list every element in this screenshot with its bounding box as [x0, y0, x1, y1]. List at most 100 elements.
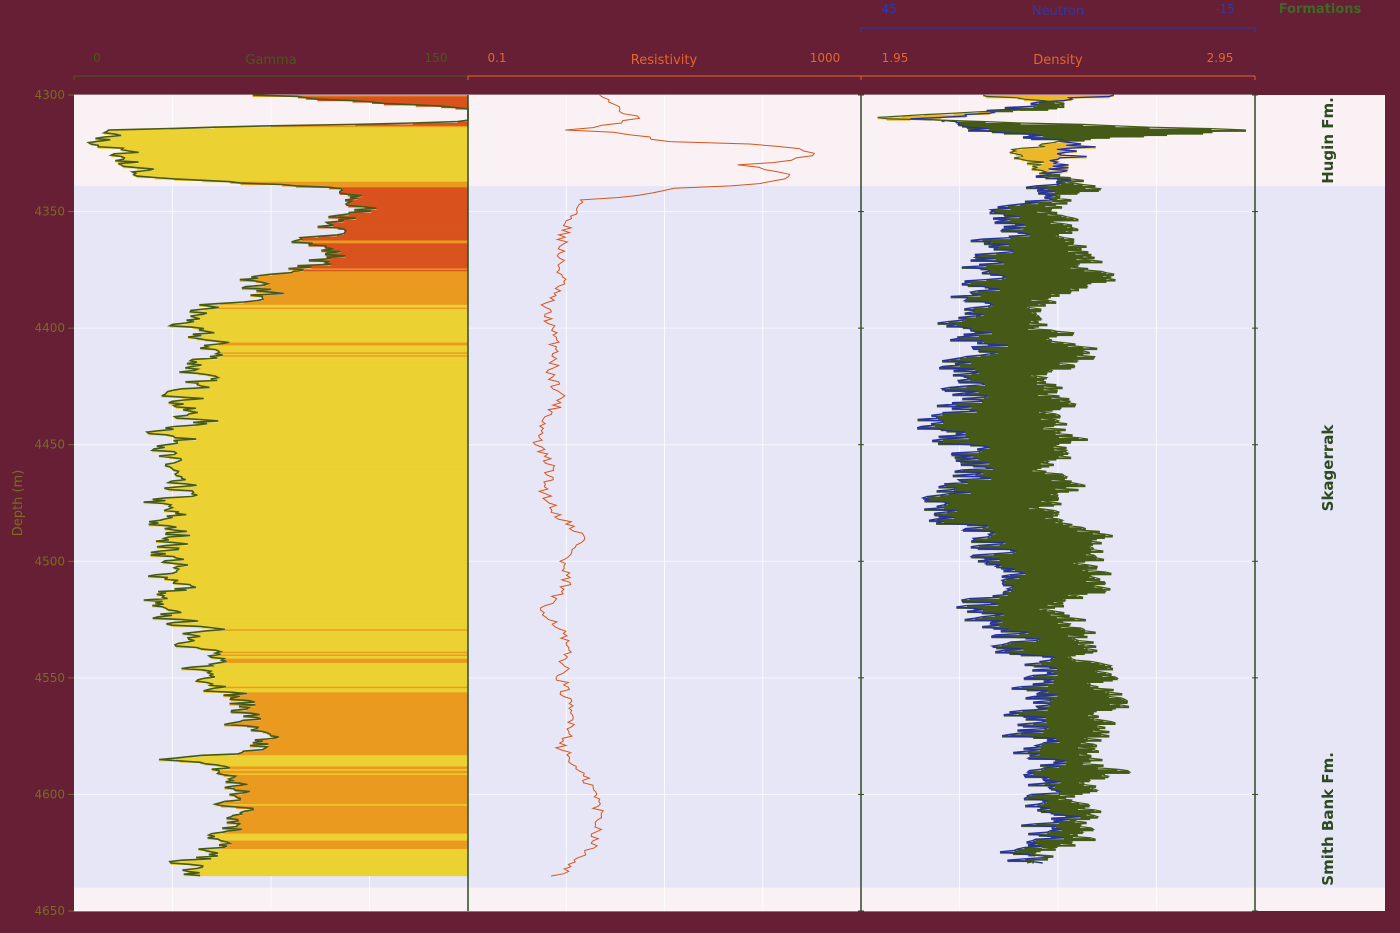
crossover-strip [1040, 661, 1092, 664]
gamma-fill-strip [295, 185, 468, 188]
crossover-strip [936, 490, 1069, 493]
gamma-fill-strip [228, 779, 468, 782]
crossover-strip [983, 243, 1074, 246]
crossover-strip [1041, 744, 1094, 746]
crossover-strip [979, 349, 1084, 352]
crossover-strip [992, 241, 1074, 244]
crossover-strip [980, 399, 1061, 402]
crossover-strip [964, 619, 1086, 622]
crossover-strip [1003, 262, 1080, 265]
crossover-strip [1037, 804, 1089, 807]
crossover-strip [1042, 135, 1144, 138]
gamma-fill-strip [376, 208, 468, 211]
crossover-strip [1058, 766, 1097, 769]
gamma-fill-strip [133, 174, 468, 177]
crossover-strip [1001, 565, 1089, 567]
crossover-strip [973, 455, 1059, 458]
gamma-fill-strip [229, 767, 468, 770]
crossover-strip [1023, 648, 1088, 651]
gamma-fill-strip [176, 527, 468, 530]
crossover-strip [1025, 637, 1073, 640]
gamma-fill-strip [172, 468, 468, 471]
crossover-strip [964, 300, 1050, 303]
gamma-fill-strip [167, 598, 468, 601]
gamma-fill-strip [336, 234, 468, 237]
gamma-fill-strip [202, 865, 468, 868]
gamma-fill-strip [329, 187, 468, 190]
crossover-strip [1044, 783, 1084, 786]
crossover-strip [982, 401, 1070, 404]
crossover-strip [961, 267, 1071, 269]
gamma-fill-strip [210, 675, 468, 678]
gamma-fill-strip [197, 373, 468, 376]
crossover-strip [996, 253, 1076, 255]
crossover-strip [1028, 833, 1071, 836]
crossover-strip [962, 469, 1033, 472]
gamma-fill-strip [170, 862, 468, 865]
gamma-fill-strip [217, 773, 468, 776]
crossover-strip [988, 525, 1070, 528]
gamma-fill-strip [177, 461, 468, 464]
crossover-strip [1046, 801, 1072, 804]
track-headers: 0 Gamma 150 0.1 Resistivity 1000 1.95 De… [11, 2, 1362, 536]
crossover-strip [974, 310, 1041, 313]
gamma-fill-strip [166, 434, 468, 437]
crossover-strip [957, 337, 1050, 339]
crossover-strip [981, 450, 1067, 453]
gamma-fill-strip [345, 199, 468, 202]
gamma-fill-strip [175, 437, 469, 440]
gamma-fill-strip [213, 627, 468, 630]
gamma-fill-strip [176, 646, 468, 649]
crossover-strip [960, 464, 1054, 467]
crossover-strip [1033, 773, 1105, 776]
gamma-fill-strip [328, 223, 468, 226]
crossover-strip [1022, 156, 1087, 159]
crossover-strip [954, 517, 1046, 520]
gamma-fill-strip [209, 685, 469, 688]
gamma-fill-strip [208, 854, 468, 857]
crossover-strip [1012, 251, 1089, 254]
gamma-fill-strip [345, 230, 468, 233]
gamma-fill-strip [247, 725, 468, 728]
depth-tick-label: 4450 [34, 438, 65, 452]
gamma-fill-strip [237, 825, 468, 828]
gamma-fill-strip [219, 772, 468, 775]
gamma-fill-strip [236, 807, 468, 810]
gamma-fill-strip [255, 704, 468, 707]
crossover-strip [991, 478, 1065, 481]
gamma-fill-strip [457, 121, 468, 124]
crossover-strip [1003, 592, 1088, 595]
crossover-strip [993, 627, 1081, 630]
gamma-fill-strip [321, 250, 468, 253]
gamma-fill-strip [211, 657, 468, 660]
gamma-fill-strip [202, 669, 469, 672]
gamma-fill-strip [193, 422, 468, 425]
crossover-strip [1043, 681, 1104, 684]
crossover-strip [1048, 690, 1106, 693]
gamma-fill [88, 95, 469, 877]
resistivity-min-label: 0.1 [487, 51, 506, 65]
crossover-strip [992, 595, 1077, 598]
gamma-fill-strip [154, 448, 468, 451]
gamma-fill-strip [178, 511, 469, 514]
crossover-strip [1039, 173, 1042, 176]
gamma-fill-strip [176, 570, 468, 573]
gamma-fill-strip [226, 841, 468, 844]
gamma-fill-strip [236, 797, 468, 800]
crossover-strip [1008, 345, 1069, 348]
gamma-fill-strip [168, 537, 468, 540]
gamma-fill-strip [191, 496, 468, 499]
gamma-fill-strip [192, 334, 468, 337]
crossover-strip [992, 646, 1097, 649]
gamma-fill-strip [147, 432, 468, 435]
crossover-strip [983, 446, 1054, 449]
crossover-strip [917, 427, 1044, 430]
gamma-fill-strip [267, 732, 468, 735]
gamma-fill-strip [152, 605, 469, 608]
gamma-fill-strip [196, 485, 469, 488]
crossover-strip [988, 128, 1212, 131]
crossover-strip [943, 441, 1071, 444]
gamma-fill-strip [249, 700, 468, 703]
crossover-strip [1054, 191, 1080, 194]
gamma-fill-strip [201, 314, 468, 317]
